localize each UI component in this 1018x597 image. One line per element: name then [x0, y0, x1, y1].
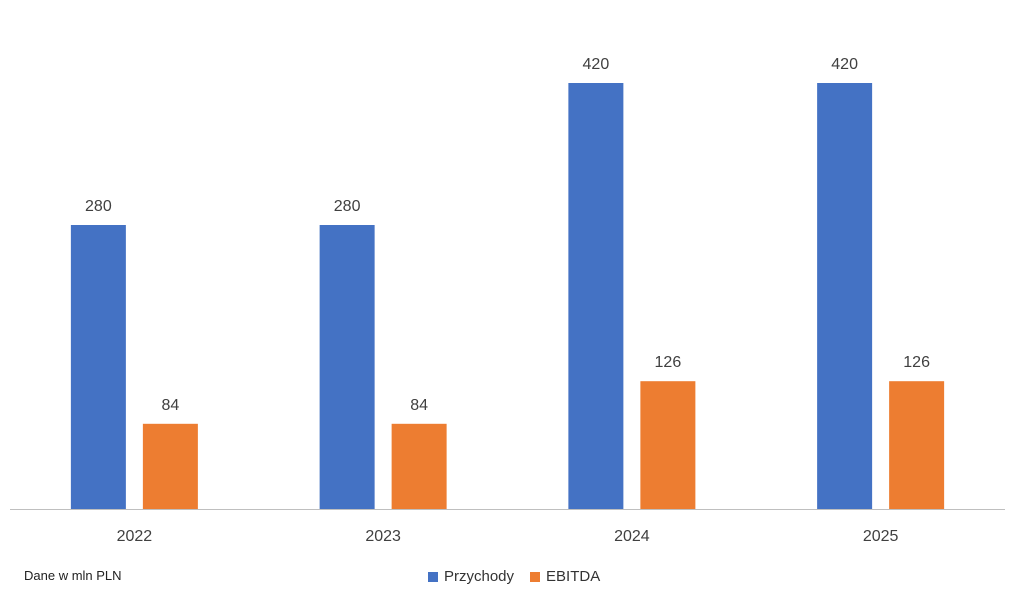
value-label-przychody-2025: 420 [831, 56, 858, 73]
value-label-przychody-2022: 280 [85, 198, 112, 215]
x-tick-label-2023: 2023 [365, 528, 401, 545]
bar-ebitda-2025 [889, 381, 945, 509]
bar-przychody-2024 [568, 83, 624, 509]
legend: Przychody EBITDA [428, 568, 616, 585]
bars-group [70, 83, 945, 509]
bar-ebitda-2022 [142, 423, 198, 509]
value-label-przychody-2024: 420 [583, 56, 610, 73]
x-tick-labels-group: 2022 2023 2024 2025 [117, 528, 899, 545]
x-tick-label-2025: 2025 [863, 528, 899, 545]
value-label-ebitda-2022: 84 [161, 397, 179, 414]
bar-przychody-2025 [817, 83, 873, 509]
value-label-ebitda-2025: 126 [903, 354, 930, 371]
legend-swatch-ebitda [530, 571, 541, 582]
value-labels-group: 280 84 280 84 420 126 420 126 [85, 56, 930, 414]
bar-przychody-2022 [70, 225, 126, 509]
legend-label-ebitda: EBITDA [546, 568, 601, 585]
value-label-przychody-2023: 280 [334, 198, 361, 215]
legend-item-ebitda: EBITDA [530, 568, 600, 585]
bar-ebitda-2024 [640, 381, 696, 509]
bar-przychody-2023 [319, 225, 375, 509]
value-label-ebitda-2023: 84 [410, 397, 428, 414]
value-label-ebitda-2024: 126 [655, 354, 682, 371]
x-tick-label-2024: 2024 [614, 528, 650, 545]
legend-swatch-przychody [428, 571, 438, 582]
legend-label-przychody: Przychody [444, 568, 515, 585]
units-note: Dane w mln PLN [24, 568, 122, 583]
x-tick-label-2022: 2022 [117, 528, 153, 545]
bar-ebitda-2023 [391, 423, 447, 509]
legend-item-przychody: Przychody [428, 568, 514, 585]
